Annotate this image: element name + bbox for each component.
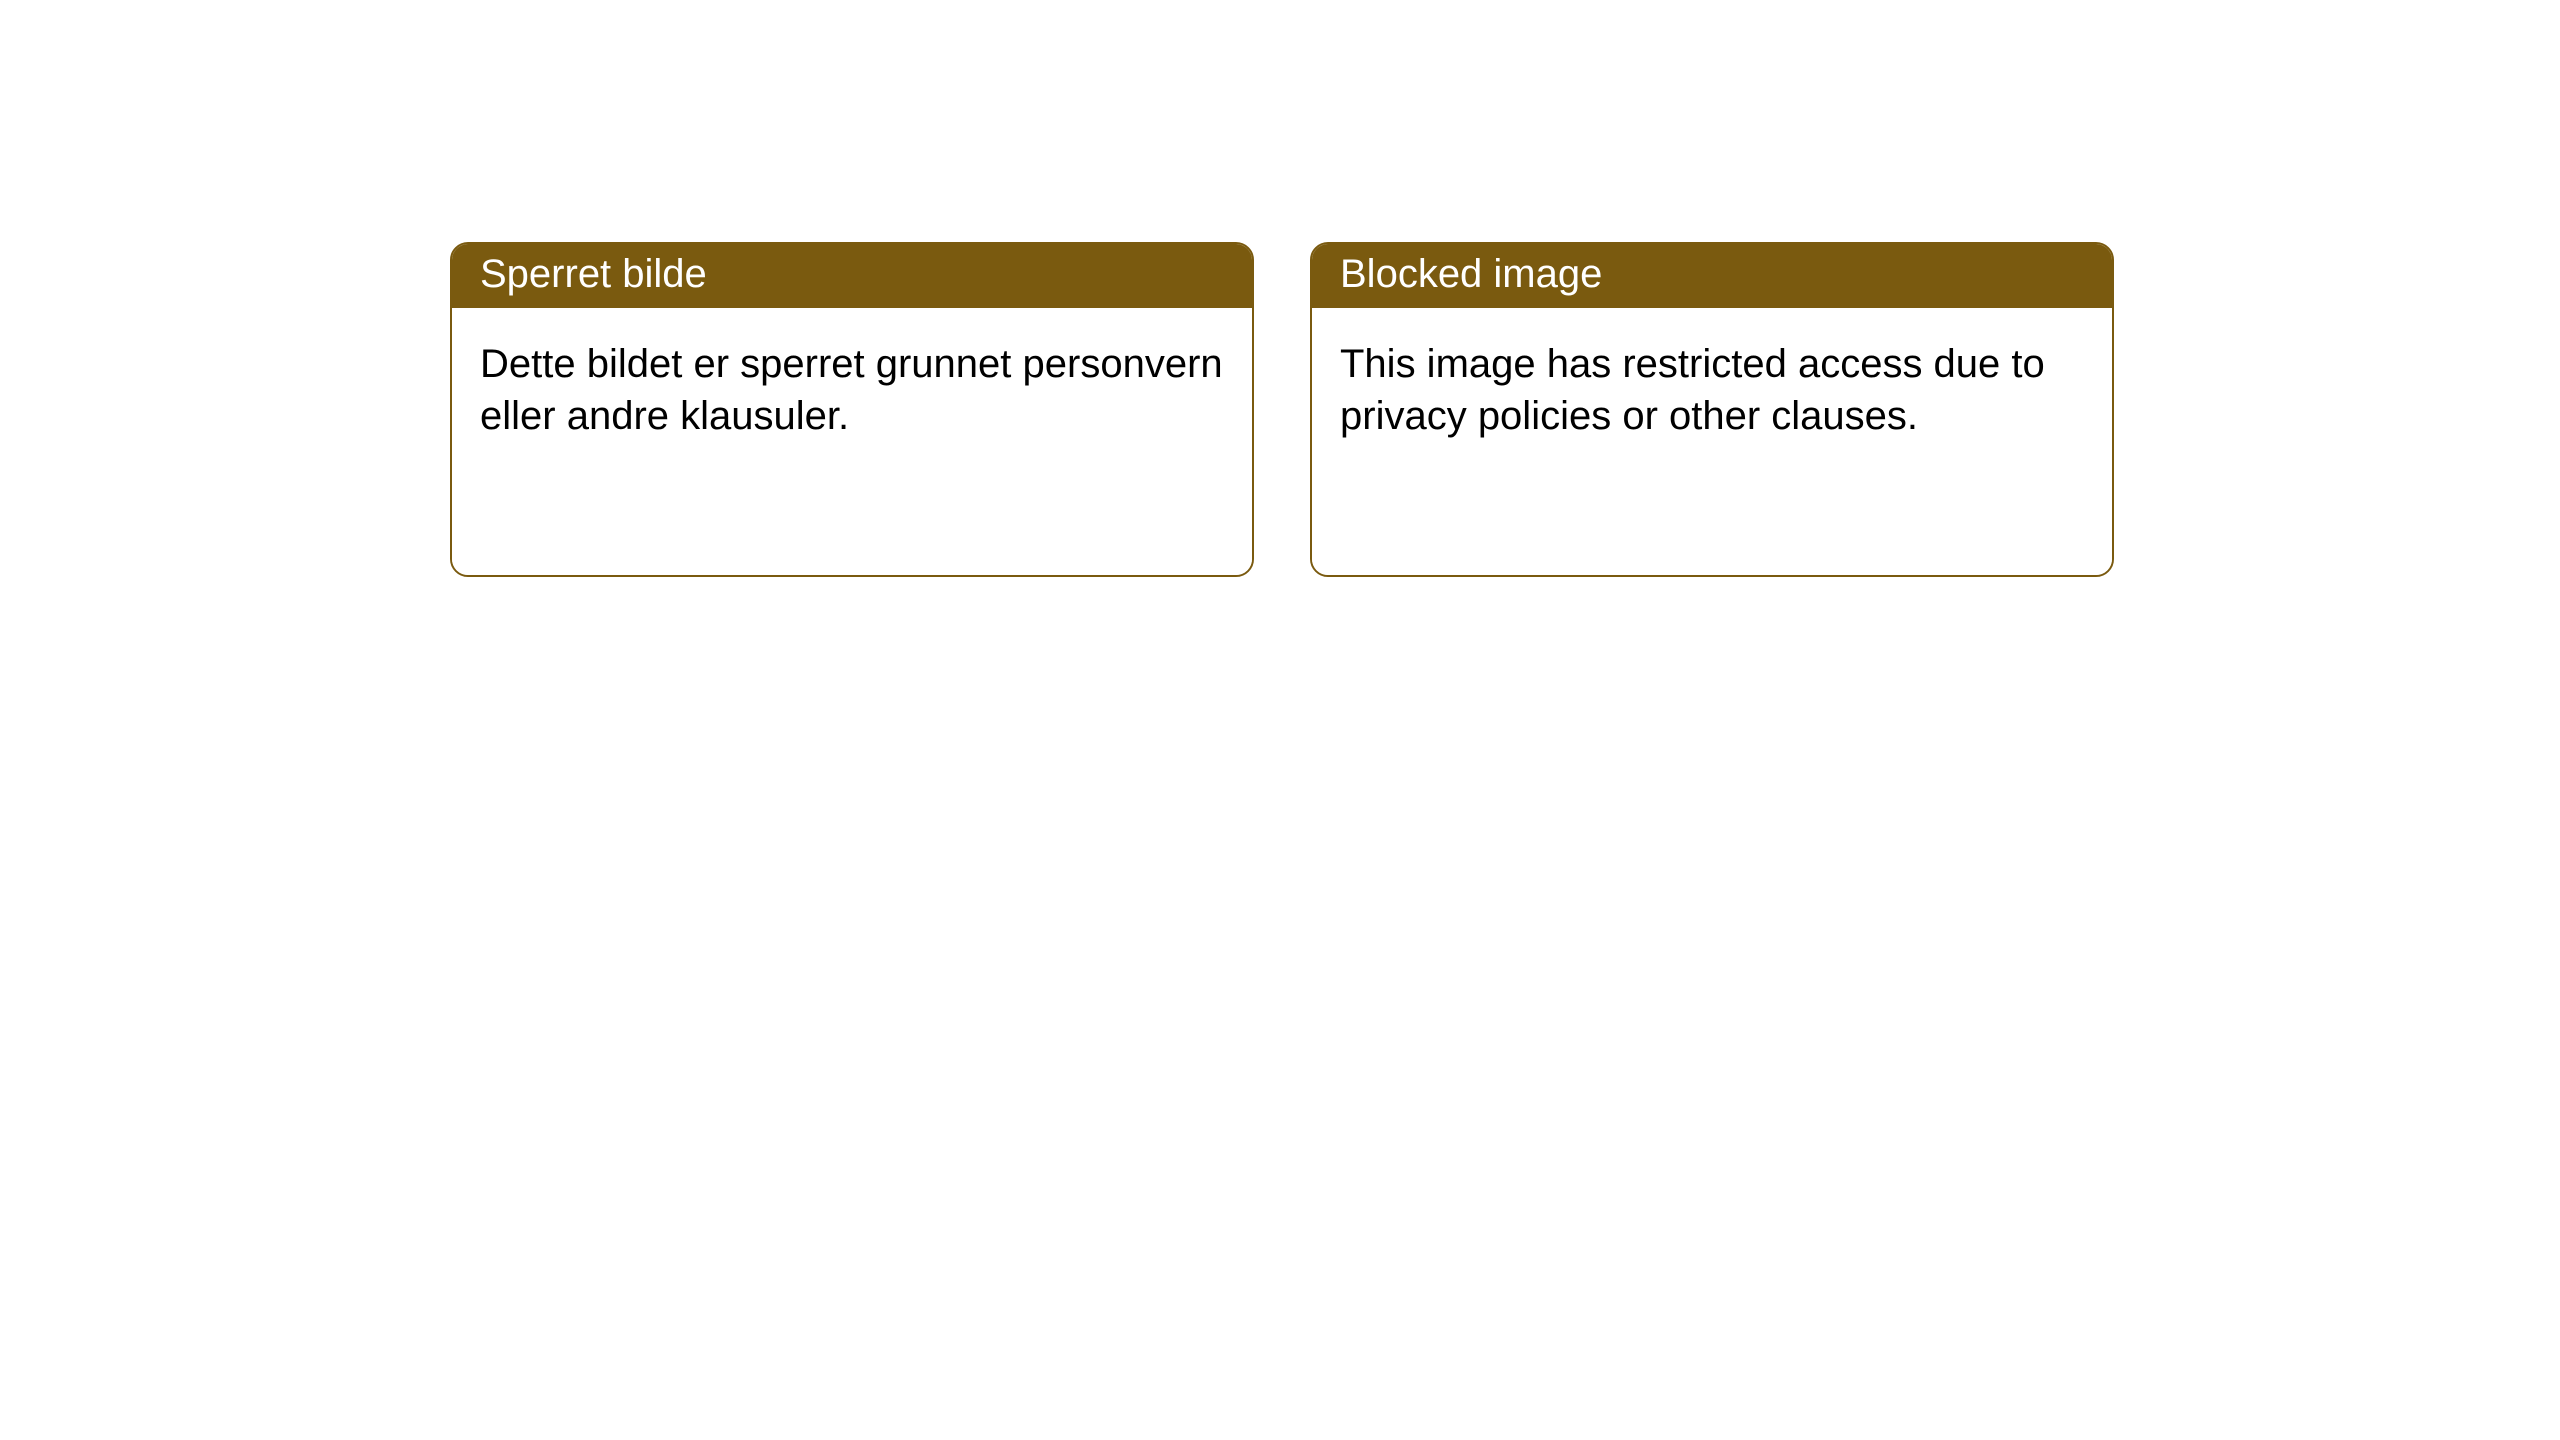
notice-header: Blocked image (1312, 244, 2112, 308)
notice-container: Sperret bilde Dette bildet er sperret gr… (0, 0, 2560, 577)
notice-body: This image has restricted access due to … (1312, 308, 2112, 575)
notice-card-norwegian: Sperret bilde Dette bildet er sperret gr… (450, 242, 1254, 577)
notice-header: Sperret bilde (452, 244, 1252, 308)
notice-body: Dette bildet er sperret grunnet personve… (452, 308, 1252, 575)
notice-card-english: Blocked image This image has restricted … (1310, 242, 2114, 577)
